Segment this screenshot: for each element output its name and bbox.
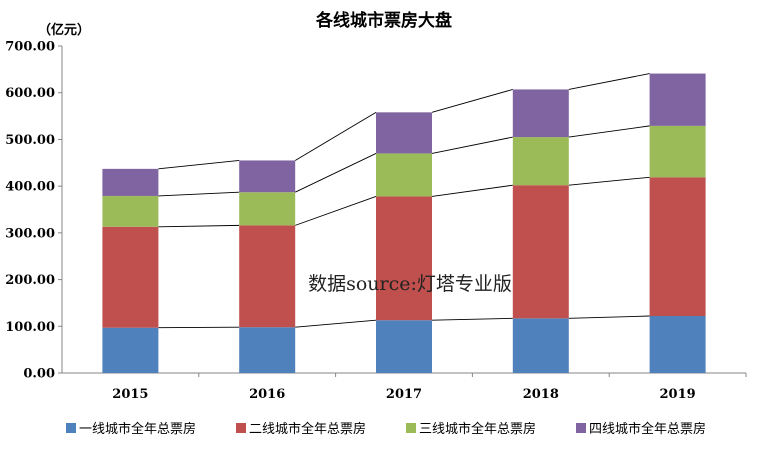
- y-axis-unit: （亿元）: [38, 22, 90, 38]
- x-tick-label-2016: 2016: [249, 387, 285, 402]
- bar-2017-series-4: [376, 112, 432, 154]
- legend-label-4: 四线城市全年总票房: [589, 421, 706, 437]
- connector-line-s2-3: [568, 176, 650, 186]
- y-tick-label-5: 500.00: [5, 133, 55, 148]
- bar-2018-series-3: [512, 137, 569, 186]
- bar-2016-series-4: [239, 160, 296, 193]
- x-tick-label-2019: 2019: [660, 387, 696, 402]
- connector-line-s3-3: [568, 125, 650, 138]
- connector-line-s1-1: [295, 319, 377, 328]
- connector-line-s2-0: [158, 224, 240, 228]
- connector-line-s1-2: [431, 317, 513, 321]
- connector-line-s3-2: [431, 136, 513, 154]
- x-tick-label-2015: 2015: [112, 387, 148, 402]
- legend-label-1: 一线城市全年总票房: [79, 421, 196, 437]
- legend-swatch-1: [66, 423, 76, 433]
- watermark: 数据source:灯塔专业版: [308, 273, 512, 295]
- y-tick-label-0: 0.00: [23, 367, 55, 382]
- y-tick-label-2: 200.00: [5, 273, 55, 288]
- bar-2016-series-2: [239, 225, 296, 328]
- y-tick-label-7: 700.00: [5, 40, 55, 55]
- bar-2015-series-3: [102, 195, 159, 227]
- chart-title: 各线城市票房大盘: [315, 10, 452, 31]
- bar-2016-series-1: [239, 327, 296, 373]
- bar-2019-series-4: [649, 73, 706, 126]
- connector-line-s4-1: [294, 111, 377, 161]
- legend-label-2: 二线城市全年总票房: [249, 421, 366, 437]
- bar-2018-series-2: [512, 185, 569, 319]
- connector-line-s2-1: [295, 195, 377, 226]
- x-tick-label-2017: 2017: [386, 387, 422, 402]
- connector-line-s3-1: [295, 153, 377, 193]
- bar-2016-series-3: [239, 192, 296, 226]
- connector-line-s4-2: [431, 89, 513, 113]
- bar-2017-series-1: [376, 320, 432, 373]
- bar-2017-series-2: [376, 196, 432, 321]
- bar-2018-series-1: [512, 318, 569, 373]
- bar-2015-series-1: [102, 327, 159, 373]
- legend-label-3: 三线城市全年总票房: [419, 421, 536, 437]
- bar-2019-series-3: [649, 125, 706, 178]
- y-tick-label-3: 300.00: [5, 226, 55, 241]
- bar-2019-series-1: [649, 316, 706, 373]
- plot-area: 0.00 100.00 200.00 300.00 400.00 500.00 600.00…: [5, 40, 747, 402]
- bar-2015-series-4: [102, 168, 159, 196]
- legend-swatch-4: [576, 423, 586, 433]
- legend-swatch-2: [236, 423, 246, 433]
- connector-line-s4-0: [158, 160, 240, 170]
- legend: 一线城市全年总票房 二线城市全年总票房 三线城市全年总票房 四线城市全年总票房: [66, 421, 706, 437]
- bar-2019-series-2: [649, 177, 706, 317]
- connector-line-s2-2: [431, 184, 513, 197]
- connector-line-s4-3: [568, 73, 650, 90]
- y-tick-label-6: 600.00: [5, 86, 55, 101]
- y-tick-label-4: 400.00: [5, 180, 55, 195]
- connector-line-s3-0: [158, 191, 240, 197]
- legend-swatch-3: [406, 423, 416, 433]
- connector-line-s1-3: [568, 315, 650, 319]
- y-tick-label-1: 100.00: [5, 320, 55, 335]
- bar-2017-series-3: [376, 153, 432, 197]
- bar-2018-series-4: [512, 89, 569, 138]
- x-tick-label-2018: 2018: [523, 387, 559, 402]
- bar-2015-series-2: [102, 226, 159, 328]
